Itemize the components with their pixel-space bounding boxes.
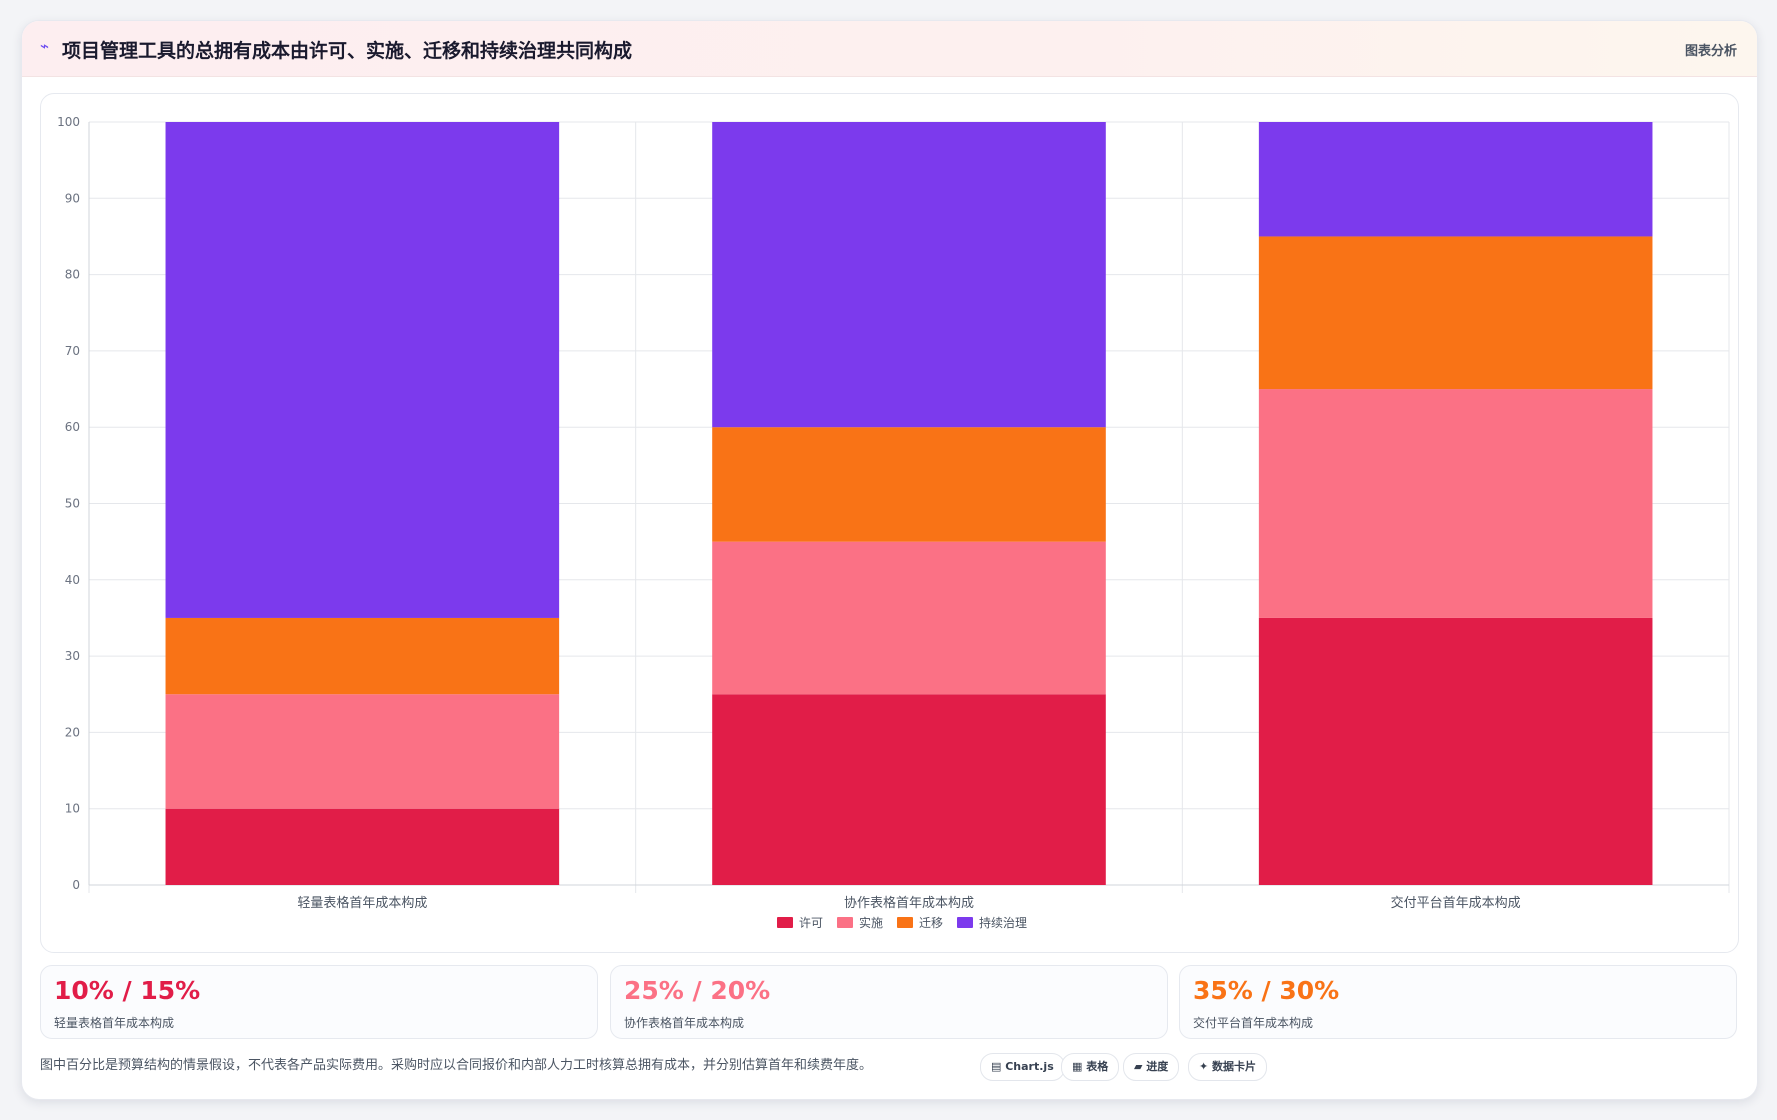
page-title: 项目管理工具的总拥有成本由许可、实施、迁移和持续治理共同构成 bbox=[62, 40, 633, 62]
y-tick-label: 50 bbox=[65, 497, 80, 511]
y-tick-label: 70 bbox=[65, 344, 80, 358]
bar-segment bbox=[1258, 617, 1653, 885]
report-card: ⌁ 项目管理工具的总拥有成本由许可、实施、迁移和持续治理共同构成 图表分析 0 1… bbox=[21, 20, 1758, 1100]
stat-cards: 10% / 15% 轻量表格首年成本构成 25% / 20% 协作表格首年成本构… bbox=[40, 965, 1737, 1039]
trend-line-icon: ⌁ bbox=[40, 37, 50, 55]
bar-segment bbox=[165, 122, 560, 618]
bar-segment bbox=[712, 122, 1106, 428]
legend-swatch bbox=[777, 917, 793, 928]
table-icon: ▦ bbox=[1072, 1060, 1087, 1073]
chip-progress[interactable]: ▰ 进度 bbox=[1123, 1053, 1180, 1081]
chip-chartjs[interactable]: ▤ Chart.js bbox=[980, 1053, 1065, 1081]
y-tick-label: 30 bbox=[65, 649, 80, 663]
y-tick-label: 90 bbox=[65, 191, 80, 205]
stacked-bar-chart: 0 10 20 30 40 50 60 70 80 90 100 轻量表格首年成本构成 协作表格首年成本… bbox=[57, 115, 1730, 930]
stat-card: 25% / 20% 协作表格首年成本构成 bbox=[610, 965, 1168, 1039]
chart-panel: 0 10 20 30 40 50 60 70 80 90 100 轻量表格首年成本构成 协作表格首年成本… bbox=[40, 93, 1739, 953]
y-tick-label: 40 bbox=[65, 573, 80, 587]
chart-icon: ▤ bbox=[991, 1060, 1006, 1073]
chart-analysis-button[interactable]: 图表分析 bbox=[1684, 44, 1737, 59]
stat-label: 轻量表格首年成本构成 bbox=[54, 1016, 175, 1030]
legend-swatch bbox=[957, 917, 973, 928]
chip-table[interactable]: ▦ 表格 bbox=[1061, 1053, 1120, 1081]
stat-card: 10% / 15% 轻量表格首年成本构成 bbox=[40, 965, 598, 1039]
x-category-label: 交付平台首年成本构成 bbox=[1391, 895, 1521, 911]
bar-segment bbox=[165, 808, 560, 885]
legend-swatch bbox=[897, 917, 913, 928]
bar-segment bbox=[165, 617, 560, 695]
stat-value: 25% / 20% bbox=[624, 976, 771, 1005]
y-tick-label: 100 bbox=[57, 115, 80, 129]
sparkle-icon: ✦ bbox=[1199, 1060, 1213, 1073]
y-tick-label: 60 bbox=[65, 420, 80, 434]
chart-footnote: 图中百分比是预算结构的情景假设，不代表各产品实际费用。采购时应以合同报价和内部人… bbox=[40, 1058, 873, 1073]
bar-segment bbox=[1258, 236, 1653, 390]
legend-label: 迁移 bbox=[919, 916, 943, 930]
bar-segment bbox=[712, 694, 1106, 885]
chip-label: 进度 bbox=[1146, 1060, 1169, 1073]
x-category-label: 协作表格首年成本构成 bbox=[844, 895, 974, 911]
progress-icon: ▰ bbox=[1134, 1060, 1147, 1073]
y-tick-label: 20 bbox=[65, 725, 80, 739]
card-header: ⌁ 项目管理工具的总拥有成本由许可、实施、迁移和持续治理共同构成 图表分析 bbox=[22, 21, 1757, 77]
bar-segment bbox=[712, 427, 1106, 542]
legend-label: 持续治理 bbox=[979, 915, 1027, 930]
chip-label: 表格 bbox=[1086, 1060, 1109, 1073]
legend-label: 实施 bbox=[859, 915, 883, 930]
y-tick-label: 0 bbox=[72, 878, 80, 892]
x-category-label: 轻量表格首年成本构成 bbox=[297, 895, 427, 911]
legend-swatch bbox=[837, 917, 853, 928]
bar-segment bbox=[712, 541, 1106, 695]
stat-value: 10% / 15% bbox=[54, 976, 201, 1005]
chip-label: 数据卡片 bbox=[1212, 1060, 1257, 1073]
stat-card: 35% / 30% 交付平台首年成本构成 bbox=[1179, 965, 1737, 1039]
y-tick-label: 80 bbox=[65, 268, 80, 282]
bar-segment bbox=[1258, 389, 1653, 618]
bar-segment bbox=[165, 694, 560, 809]
bar-segment bbox=[1258, 122, 1653, 237]
stat-label: 协作表格首年成本构成 bbox=[624, 1016, 745, 1030]
stat-value: 35% / 30% bbox=[1193, 976, 1340, 1005]
y-tick-label: 10 bbox=[65, 802, 80, 816]
chip-label: Chart.js bbox=[1005, 1060, 1054, 1073]
legend-label: 许可 bbox=[799, 916, 823, 930]
chip-data-card[interactable]: ✦ 数据卡片 bbox=[1188, 1053, 1268, 1081]
stat-label: 交付平台首年成本构成 bbox=[1193, 1016, 1314, 1030]
